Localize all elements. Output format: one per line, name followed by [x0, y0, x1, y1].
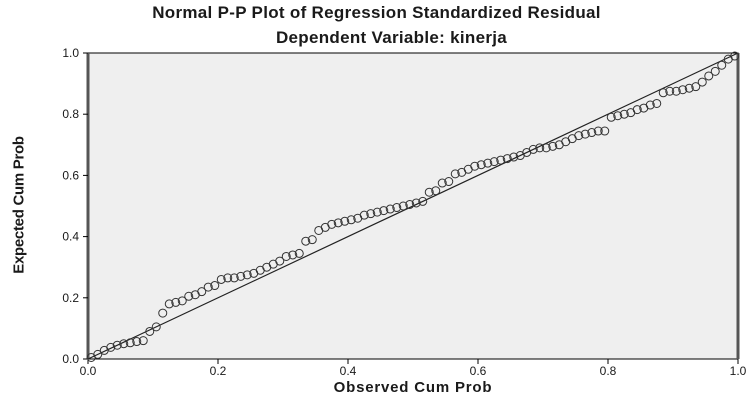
x-tick-label: 0.4 [340, 364, 357, 378]
data-point [125, 338, 135, 348]
data-point [632, 105, 642, 115]
data-point [671, 86, 681, 96]
data-point [619, 109, 629, 119]
data-point [710, 66, 720, 76]
y-tick-label: 0.0 [62, 352, 79, 366]
data-point [431, 186, 441, 196]
data-point [535, 143, 545, 153]
data-point [366, 209, 376, 219]
data-point [600, 126, 610, 136]
data-point [327, 219, 337, 229]
x-tick-label: 0.0 [80, 364, 97, 378]
data-point [483, 158, 493, 168]
data-point [216, 274, 226, 284]
x-tick-label: 0.6 [470, 364, 487, 378]
data-point [359, 210, 369, 220]
y-tick-label: 0.2 [62, 291, 79, 305]
data-point [197, 287, 207, 297]
data-point [184, 291, 194, 301]
data-point [275, 256, 285, 266]
data-point [112, 340, 122, 350]
data-point [171, 297, 181, 307]
data-point [164, 299, 174, 309]
data-point [93, 349, 103, 359]
data-point [593, 126, 603, 136]
data-point [470, 161, 480, 171]
data-point [450, 169, 460, 179]
data-point [574, 131, 584, 141]
data-point [613, 111, 623, 121]
data-point [145, 326, 155, 336]
data-point [548, 141, 558, 151]
data-point [340, 216, 350, 226]
data-point [697, 77, 707, 87]
data-point [132, 337, 142, 347]
data-point [587, 128, 597, 138]
data-point [691, 82, 701, 92]
x-tick-label: 0.2 [210, 364, 227, 378]
chart-subtitle: Dependent Variable: kinerja [275, 28, 508, 47]
data-point [489, 157, 499, 167]
data-point [398, 201, 408, 211]
data-point [684, 83, 694, 93]
data-point [606, 112, 616, 122]
data-point [333, 218, 343, 228]
data-point [229, 273, 239, 283]
data-point [301, 236, 311, 246]
data-point [444, 177, 454, 187]
data-point [288, 250, 298, 260]
y-tick-label: 1.0 [62, 46, 79, 60]
data-point [665, 86, 675, 96]
data-point [294, 248, 304, 258]
data-point [177, 296, 187, 306]
data-point [496, 155, 506, 165]
x-tick-label: 0.8 [600, 364, 617, 378]
data-point [652, 98, 662, 108]
data-point [158, 308, 168, 318]
data-point [372, 207, 382, 217]
data-point [424, 187, 434, 197]
data-point [307, 235, 317, 245]
data-point [645, 100, 655, 110]
data-point [151, 322, 161, 332]
data-point [528, 144, 538, 154]
data-point [658, 88, 668, 98]
data-point [379, 206, 389, 216]
data-point [476, 160, 486, 170]
data-point [437, 178, 447, 188]
y-tick-label: 0.6 [62, 168, 79, 182]
data-point [678, 85, 688, 95]
data-point [281, 251, 291, 261]
y-tick-label: 0.8 [62, 107, 79, 121]
data-point [717, 60, 727, 70]
data-point [730, 51, 740, 61]
data-point [405, 199, 415, 209]
data-point [203, 282, 213, 292]
chart-title: Normal P-P Plot of Regression Standardiz… [152, 3, 601, 22]
x-axis-label: Observed Cum Prob [333, 379, 493, 396]
data-point [106, 342, 116, 352]
data-point [210, 281, 220, 291]
data-point [242, 270, 252, 280]
data-point [704, 71, 714, 81]
data-point [346, 215, 356, 225]
data-point [223, 273, 233, 283]
data-point [138, 336, 148, 346]
data-point [502, 154, 512, 164]
data-point [418, 196, 428, 206]
data-point [392, 203, 402, 213]
x-tick-label: 1.0 [730, 364, 747, 378]
data-point [509, 152, 519, 162]
data-point [385, 204, 395, 214]
y-tick-label: 0.4 [62, 230, 79, 244]
data-point [119, 339, 129, 349]
data-point [411, 198, 421, 208]
data-point [580, 129, 590, 139]
data-point [541, 143, 551, 153]
data-point [236, 271, 246, 281]
